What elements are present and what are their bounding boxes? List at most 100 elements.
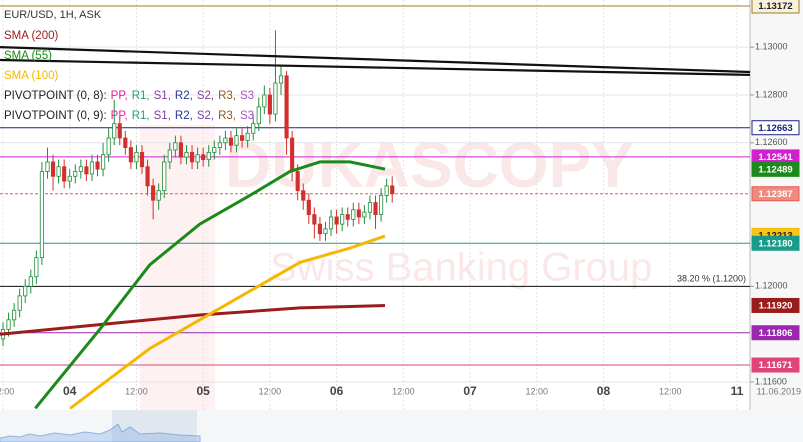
pivot-legend-part: S1,: [154, 90, 171, 102]
candle-body: [262, 94, 267, 108]
candle-body: [295, 171, 300, 192]
legend: EUR/USD, 1H, ASK SMA (200) SMA (55) SMA (1…: [4, 9, 254, 122]
x-tick-label: 12:00: [0, 386, 14, 396]
candle-body: [184, 151, 189, 158]
pivot-legend: PIVOTPOINT (0, 8): PP, R1, S1, R2, S2, R3, S3: [4, 90, 254, 102]
level-label: 1.12541: [758, 152, 793, 163]
watermark-logo: [140, 125, 215, 410]
candle-body: [278, 75, 284, 84]
pivot-legend-part: PIVOTPOINT (0, 8):: [4, 90, 107, 102]
level-box: [751, 120, 800, 136]
level-label: 1.11671: [759, 360, 794, 371]
navigator-window[interactable]: [112, 410, 197, 442]
candle-body: [362, 211, 367, 218]
candle-body: [123, 137, 128, 148]
candle-body: [134, 151, 139, 163]
candle-body: [384, 185, 389, 196]
level-label: 1.11920: [759, 300, 793, 311]
candle-body: [162, 161, 167, 192]
candle-body: [334, 216, 339, 225]
candle-body: [178, 142, 183, 158]
candle-body: [256, 106, 261, 125]
level-label: 1.12489: [758, 164, 792, 175]
level-box: [751, 235, 800, 251]
candle-body: [306, 199, 311, 215]
candle-body: [390, 185, 395, 195]
level-label: 1.12663: [758, 123, 792, 134]
candle-body: [290, 137, 295, 172]
x-tick-label: 06: [330, 384, 344, 398]
x-tick-label: 12:00: [392, 386, 415, 396]
candle-body: [156, 190, 161, 201]
candle-body: [128, 147, 133, 163]
level-box: [751, 357, 800, 373]
trend-line: [0, 58, 751, 76]
pivot-legend-part: S2,: [197, 110, 214, 122]
pivot-legend-part: R1,: [132, 90, 150, 102]
candle-body: [267, 94, 272, 115]
candle-body: [351, 209, 356, 220]
candle-body: [112, 123, 117, 139]
x-tick-label: 04: [63, 384, 77, 398]
x-tick-label: 12:00: [125, 386, 148, 396]
candle-body: [173, 142, 178, 151]
navigator-area: [0, 423, 201, 442]
candle-body: [117, 123, 122, 139]
pivot-legend-part: S2,: [197, 90, 214, 102]
level-label: 1.11806: [759, 328, 793, 339]
level-box: [751, 325, 800, 341]
candle-body: [312, 214, 317, 225]
legend-entry: SMA (55): [4, 50, 52, 62]
y-tick-label: 1.12600: [755, 137, 788, 147]
level-label: 1.13172: [758, 1, 792, 12]
candle-body: [34, 257, 39, 278]
candle-body: [317, 223, 322, 235]
candle-body: [251, 123, 256, 134]
candle-body: [240, 135, 245, 141]
candle-body: [228, 137, 234, 146]
candle-body: [84, 166, 89, 175]
level-label: 1.12387: [758, 189, 792, 200]
sma-line: [34, 160, 386, 410]
pivot-legend-part: PP,: [111, 110, 128, 122]
instrument-title: EUR/USD, 1H, ASK: [4, 9, 102, 21]
level-box: [751, 297, 800, 313]
candle-body: [28, 276, 33, 287]
candle-body: [328, 216, 334, 230]
candle-body: [189, 151, 195, 163]
x-tick-label: 07: [463, 384, 477, 398]
candle-body: [106, 137, 111, 156]
candle-body: [284, 75, 289, 139]
pivot-legend: PIVOTPOINT (0, 9): PP, R1, S1, R2, S2, R3, S3: [4, 110, 254, 122]
trend-line: [0, 46, 751, 74]
candle-body: [95, 161, 100, 170]
level-label: 1.12180: [758, 238, 792, 249]
pivot-legend-part: S3: [240, 110, 254, 122]
y-tick-label: 1.13000: [755, 41, 788, 51]
candle-body: [223, 137, 228, 144]
candle-body: [195, 154, 200, 163]
sma-line: [69, 234, 386, 410]
candle-body: [50, 161, 56, 177]
candle-body: [39, 171, 44, 259]
x-tick-label: 12:00: [659, 386, 682, 396]
candle-body: [373, 202, 378, 215]
level-box: [751, 0, 800, 14]
level-box: [751, 186, 800, 202]
candle-body: [273, 82, 278, 115]
candle-body: [78, 166, 83, 172]
y-tick-label: 1.12000: [755, 281, 788, 291]
pivot-legend-part: R3,: [218, 90, 236, 102]
candle-body: [323, 228, 328, 235]
candle-body: [67, 175, 72, 182]
x-tick-label: 12:00: [526, 386, 549, 396]
y-tick-label: 1.11600: [755, 376, 787, 386]
candle-body: [56, 166, 61, 177]
pivot-legend-part: PP,: [111, 90, 128, 102]
y-tick-label: 1.12800: [755, 89, 788, 99]
candle-body: [345, 214, 350, 220]
pivot-legend-part: S1,: [154, 110, 171, 122]
candle-body: [217, 142, 222, 148]
candle-body: [340, 214, 345, 225]
